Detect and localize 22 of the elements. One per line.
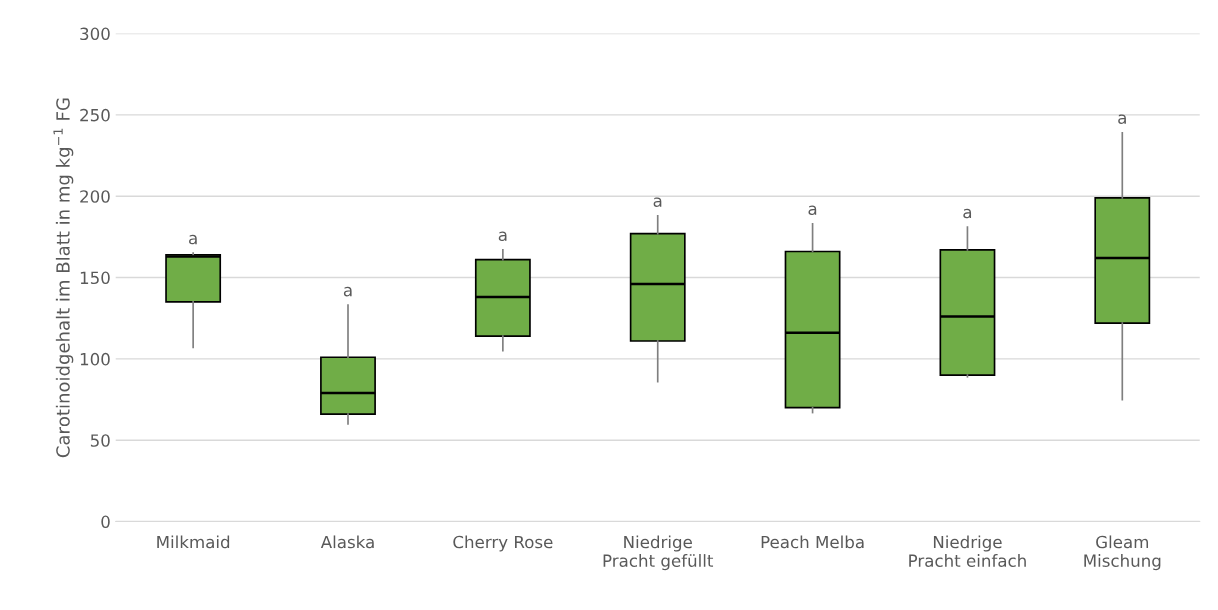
annotation: a [808,205,817,216]
y-tick-label: 50 [90,434,110,447]
annotation: a [653,197,662,207]
x-tick-label: Gleam Mischung [1084,535,1161,571]
y-tick-label: 0 [101,515,110,529]
y-tick-label: 250 [80,108,110,122]
annotation: a [498,231,507,242]
y-tick-label: 200 [80,190,110,203]
annotation: a [963,208,972,219]
y-tick-label: 300 [80,27,110,41]
x-tick-label: Milkmaid [157,535,230,549]
x-tick-label: Niedrige Pracht gefüllt [603,535,714,571]
annotation: a [189,234,197,245]
x-tick-label: Alaska [320,535,374,549]
x-tick-label: Cherry Rose [453,535,553,552]
y-tick-label: 150 [80,271,110,285]
y-tick-label: 100 [80,352,110,366]
annotation: a [1118,114,1126,124]
x-tick-label: Peach Melba [761,535,864,549]
annotation: a [343,286,352,297]
x-tick-label: Niedrige Pracht einfach [909,535,1026,567]
y-axis-title: Carotinoidgehalt im Blatt in mg kg$^{−1}$ FG [53,98,74,458]
